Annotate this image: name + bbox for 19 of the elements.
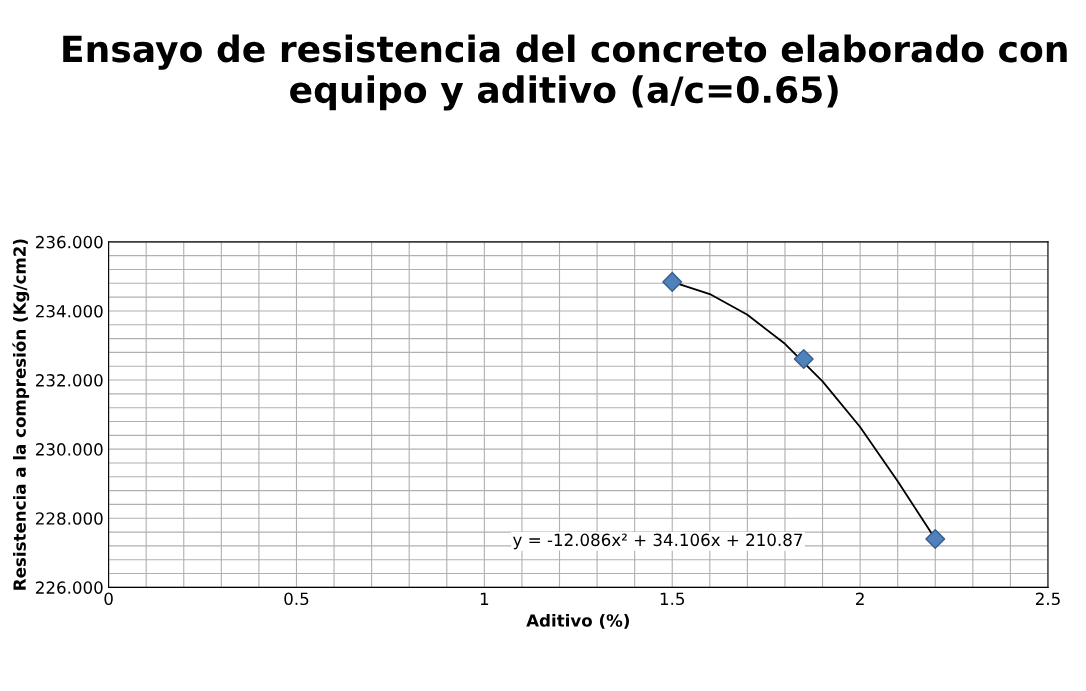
chart-title: Ensayo de resistencia del concreto elaborado con equipo y aditivo (a/c=0.65) xyxy=(63,34,1067,111)
point xyxy=(793,348,814,369)
y-tick-label: 234.000 xyxy=(36,304,103,318)
x-tick-label: 0.5 xyxy=(284,592,309,606)
y-tick-label: 232.000 xyxy=(36,374,103,387)
y-tick-label: 226.000 xyxy=(36,581,103,594)
point xyxy=(662,271,683,292)
y-tick-label: 228.000 xyxy=(36,512,103,525)
x-axis-title: Aditivo (%) xyxy=(526,613,629,629)
y-axis-title: Resistencia a la compresión (Kg/cm2) xyxy=(12,239,30,590)
x-tick-label: 2 xyxy=(856,592,864,605)
x-tick-label: 1.5 xyxy=(660,592,685,606)
y-tick-label: 230.000 xyxy=(36,443,103,456)
x-tick-label: 2.5 xyxy=(1035,592,1060,606)
x-tick-label: 1 xyxy=(480,592,489,605)
y-tick-label: 236.000 xyxy=(36,235,103,249)
annotation: y = -12.086x² + 34.106x + 210.87 xyxy=(513,533,803,550)
point xyxy=(925,528,946,549)
x-tick-label: 0 xyxy=(104,592,113,606)
